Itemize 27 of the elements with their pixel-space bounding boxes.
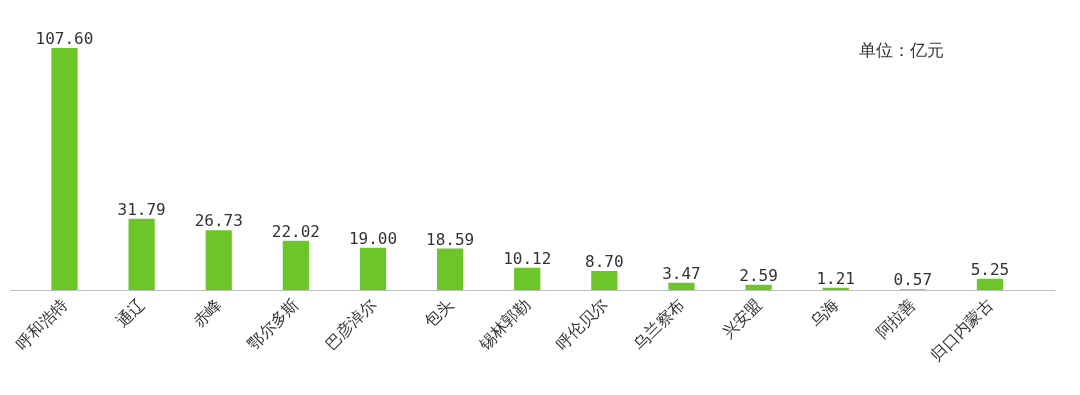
x-tick-label: 呼伦贝尔 [552,294,612,354]
data-label: 26.73 [194,211,243,231]
x-tick-label: 乌海 [806,294,843,331]
x-tick-label: 归口内蒙古 [926,294,997,365]
data-label: 2.59 [739,265,778,285]
data-label: 5.25 [970,259,1010,279]
data-label: 19.00 [348,228,398,248]
x-tick-label: 呼和浩特 [12,294,72,354]
data-label: 8.70 [585,251,624,271]
annotation: 单位：亿元 [858,40,944,61]
data-label: 1.21 [816,268,855,288]
x-tick-label: 锡林郭勒 [474,294,534,355]
data-label: 10.12 [503,248,552,268]
x-tick-label: 乌兰察布 [629,294,689,354]
x-tick-label: 阿拉善 [872,294,920,343]
x-tick-label: 通辽 [112,294,149,331]
x-tick-label: 兴安盟 [717,294,766,343]
x-tick-label: 鄂尔多斯 [243,294,303,354]
data-label: 18.59 [426,229,475,249]
data-label: 3.47 [662,263,701,283]
data-label: 0.57 [893,270,933,290]
x-tick-label: 巴彦淖尔 [321,294,380,354]
data-label: 107.60 [35,28,94,48]
x-tick-label: 包头 [420,294,457,331]
data-label: 31.79 [117,199,166,219]
data-label: 22.02 [271,221,320,241]
x-tick-label: 赤峰 [189,294,226,331]
